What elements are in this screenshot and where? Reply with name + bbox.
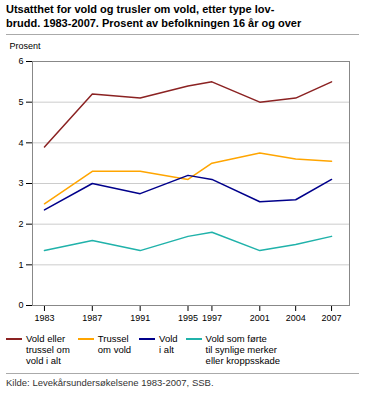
- svg-text:2004: 2004: [286, 312, 306, 322]
- html-text:Utsatthet for vold og trusler: Utsatthet for vold og trusler om vold, e…: [6, 3, 302, 29]
- svg-text:6: 6: [18, 56, 23, 66]
- svg-text:2007: 2007: [322, 312, 342, 322]
- svg-text:2001: 2001: [250, 312, 270, 322]
- html-text:Vold i alt: Vold i alt: [159, 332, 178, 355]
- svg-text:2: 2: [18, 219, 23, 229]
- svg-text:1987: 1987: [82, 312, 102, 322]
- html-text:Vold eller trussel om vold i a: Vold eller trussel om vold i alt: [26, 332, 70, 367]
- svg-text:1995: 1995: [178, 312, 198, 322]
- svg-text:1: 1: [18, 259, 23, 269]
- svg-text:Prosent: Prosent: [10, 40, 42, 50]
- svg-text:0: 0: [18, 300, 23, 310]
- html-text:Kilde: Levekårsundersøkelsene: Kilde: Levekårsundersøkelsene 1983-2007,…: [6, 376, 214, 388]
- svg-text:4: 4: [18, 137, 23, 147]
- svg-text:1991: 1991: [130, 312, 150, 322]
- svg-text:1983: 1983: [34, 312, 54, 322]
- svg-text:1997: 1997: [202, 312, 222, 322]
- svg-text:3: 3: [18, 178, 23, 188]
- html-text:Trussel om vold: Trussel om vold: [97, 332, 132, 355]
- html-text:Vold som førte til synlige mer: Vold som førte til synlige merker eller …: [205, 332, 281, 367]
- svg-text:5: 5: [18, 97, 23, 107]
